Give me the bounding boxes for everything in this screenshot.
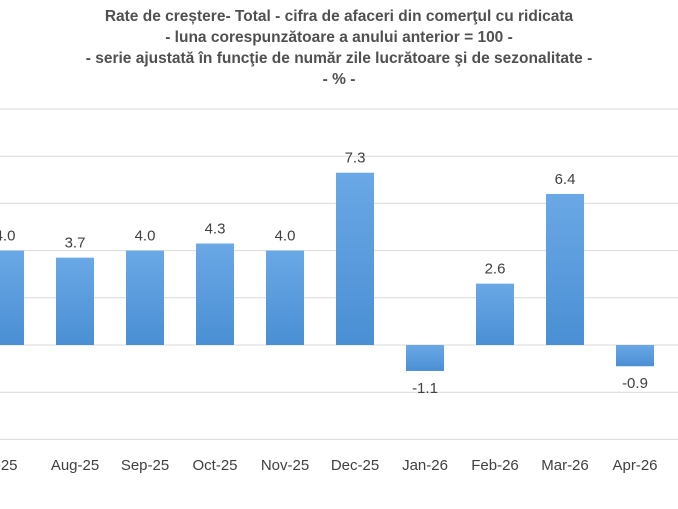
data-label: 2.6 (485, 261, 506, 278)
bar (56, 257, 94, 345)
bar (266, 250, 304, 345)
bar (0, 250, 24, 345)
bar (476, 283, 514, 345)
chart-title-line-3: - serie ajustată în funcţie de număr zil… (85, 50, 593, 67)
category-label: Apr-26 (612, 457, 657, 474)
category-label: Oct-25 (192, 457, 237, 474)
category-label: Sep-25 (121, 457, 169, 474)
bar (406, 345, 444, 371)
data-label: 4.0 (0, 228, 15, 245)
data-label: 4.0 (135, 228, 156, 245)
bar (196, 243, 234, 345)
chart-title-line-2: - luna corespunzătoare a anului anterior… (165, 29, 513, 46)
chart-title: Rate de creștere- Total - cifra de aface… (0, 6, 678, 90)
bar (616, 345, 654, 367)
data-label: 7.3 (345, 150, 366, 167)
category-label: Jan-26 (402, 457, 448, 474)
bar (126, 250, 164, 345)
data-label: -0.9 (622, 375, 648, 392)
data-label: 3.7 (65, 235, 86, 252)
data-label: 4.3 (205, 221, 226, 238)
chart-title-line-1: Rate de creștere- Total - cifra de aface… (104, 8, 574, 25)
category-label: Nov-25 (261, 457, 309, 474)
category-label: Aug-25 (51, 457, 99, 474)
data-label: 4.0 (275, 228, 296, 245)
chart-title-line-4: - % - (322, 71, 356, 88)
category-label: Feb-26 (471, 457, 519, 474)
data-label: 6.4 (555, 171, 576, 188)
bar (546, 193, 584, 345)
category-label: Mar-26 (541, 457, 589, 474)
bar (336, 172, 374, 345)
category-label: l-25 (0, 457, 18, 474)
category-label: Dec-25 (331, 457, 379, 474)
data-label: -1.1 (412, 380, 438, 397)
